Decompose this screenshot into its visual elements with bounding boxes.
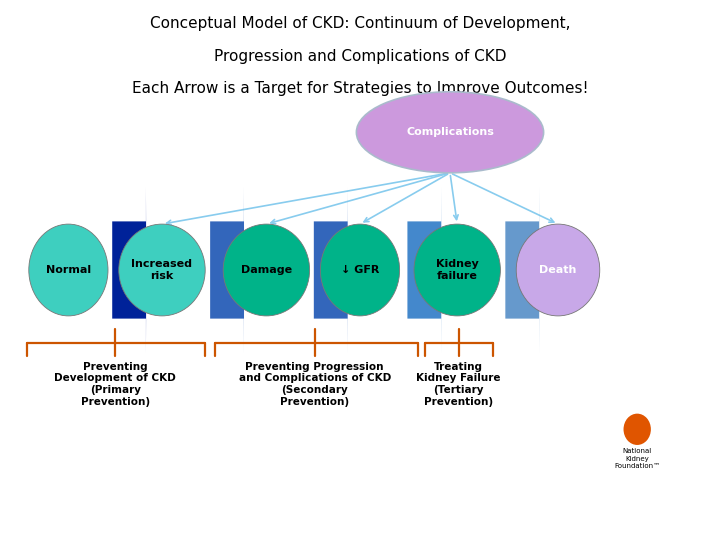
- Text: Preventing
Development of CKD
(Primary
Prevention): Preventing Development of CKD (Primary P…: [54, 362, 176, 407]
- Text: Kidney
failure: Kidney failure: [436, 259, 479, 281]
- Ellipse shape: [320, 224, 400, 316]
- Ellipse shape: [223, 224, 310, 316]
- Text: Damage: Damage: [240, 265, 292, 275]
- Ellipse shape: [414, 224, 500, 316]
- Text: Preventing Progression
and Complications of CKD
(Secondary
Prevention): Preventing Progression and Complications…: [238, 362, 391, 407]
- Text: Normal: Normal: [46, 265, 91, 275]
- Text: Increased
risk: Increased risk: [132, 259, 192, 281]
- Ellipse shape: [624, 414, 651, 445]
- Text: Each Arrow is a Target for Strategies to Improve Outcomes!: Each Arrow is a Target for Strategies to…: [132, 81, 588, 96]
- Ellipse shape: [516, 224, 600, 316]
- Text: Conceptual Model of CKD: Continuum of Development,: Conceptual Model of CKD: Continuum of De…: [150, 16, 570, 31]
- Ellipse shape: [356, 92, 544, 173]
- Text: Complications: Complications: [406, 127, 494, 137]
- Text: Progression and Complications of CKD: Progression and Complications of CKD: [214, 49, 506, 64]
- Text: ↓ GFR: ↓ GFR: [341, 265, 379, 275]
- Ellipse shape: [119, 224, 205, 316]
- Ellipse shape: [29, 224, 108, 316]
- Text: Death: Death: [539, 265, 577, 275]
- Text: Treating
Kidney Failure
(Tertiary
Prevention): Treating Kidney Failure (Tertiary Preven…: [416, 362, 501, 407]
- Text: National
Kidney
Foundation™: National Kidney Foundation™: [614, 448, 660, 469]
